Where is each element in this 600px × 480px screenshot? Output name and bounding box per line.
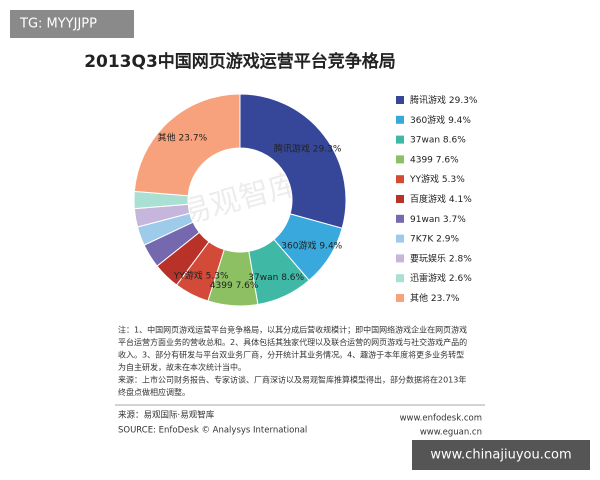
legend-value: 29.3%	[449, 96, 478, 106]
note-line: 为自主研发，故未在本次统计当中。	[118, 362, 246, 372]
data-label-value: 8.6%	[281, 272, 304, 282]
legend-swatch	[396, 155, 404, 164]
data-label: 其他 23.7%	[158, 131, 208, 143]
legend-value: 3.7%	[443, 214, 466, 224]
legend-label: 要玩娱乐 2.8%	[410, 252, 472, 264]
legend-name: 4399	[410, 155, 433, 165]
legend-value: 2.6%	[449, 274, 472, 284]
legend-swatch	[396, 195, 404, 203]
legend-label: 迅雷游戏 2.6%	[410, 272, 472, 284]
legend-label: 91wan 3.7%	[410, 214, 466, 224]
data-label: YY游戏 5.3%	[173, 269, 229, 281]
legend-name: 37wan	[410, 135, 440, 145]
legend-label: 360游戏 9.4%	[410, 113, 471, 125]
data-label: 4399 7.6%	[210, 280, 259, 290]
legend-name: YY游戏	[409, 173, 439, 185]
overlay-tag: TG: MYYJJPP	[19, 17, 97, 32]
legend-name: 腾讯游戏	[410, 94, 446, 106]
legend-swatch	[396, 234, 404, 243]
legend-value: 4.1%	[449, 195, 472, 205]
legend-label: 百度游戏 4.1%	[410, 193, 472, 205]
data-label: 腾讯游戏 29.3%	[274, 142, 342, 154]
legend-swatch	[396, 294, 404, 302]
data-label-name: 37wan	[248, 272, 278, 282]
note-line: 收入。3、部分有研发与平台双业务厂商，分开统计其业务情况。4、趣游于本年度将更多…	[118, 350, 464, 360]
note-line: 来源：上市公司财务报告、专家访谈、厂商深访以及易观智库推算模型得出，部分数据将在…	[118, 375, 466, 385]
legend-value: 2.9%	[436, 234, 459, 244]
legend-name: 要玩娱乐	[410, 252, 446, 264]
legend-value: 2.8%	[449, 254, 472, 264]
overlay-site-box	[412, 440, 590, 470]
data-label-name: 360游戏	[281, 239, 316, 251]
legend-swatch	[396, 274, 404, 283]
data-label-value: 7.6%	[236, 280, 259, 290]
source-cn: 来源：易观国际·易观智库	[118, 410, 215, 421]
data-label-name: 其他	[158, 131, 176, 143]
legend-swatch	[396, 214, 404, 223]
legend-label: 腾讯游戏 29.3%	[410, 94, 478, 106]
source-en: SOURCE: EnfoDesk © Analysys Internationa…	[118, 426, 307, 436]
data-label-value: 5.3%	[206, 271, 229, 281]
website: www.enfodesk.com	[400, 414, 482, 424]
donut-segment	[133, 93, 241, 197]
legend-label: 37wan 8.6%	[410, 135, 466, 145]
legend-value: 7.6%	[436, 155, 459, 165]
overlay-site: www.chinajiuyou.com	[430, 448, 571, 463]
data-label-value: 23.7%	[179, 133, 208, 143]
legend-name: 百度游戏	[410, 193, 446, 205]
data-label-value: 9.4%	[319, 241, 342, 251]
chart-title: 2013Q3中国网页游戏运营平台竞争格局	[84, 51, 396, 72]
note-line: 注：1、中国网页游戏运营平台竞争格局，以其分成后营收规模计；即中国网络游戏企业在…	[118, 325, 467, 335]
data-label: 360游戏 9.4%	[281, 239, 342, 251]
legend-label: 其他 23.7%	[410, 292, 460, 304]
legend-label: YY游戏 5.3%	[409, 173, 465, 185]
note-line: 终盘点做相应调整。	[118, 387, 190, 397]
legend-value: 9.4%	[448, 115, 471, 125]
note-line: 平台运营方面业务的营收总和。2、具体包括其独家代理以及联合运营的网页游戏与社交游…	[118, 337, 467, 347]
legend-label: 4399 7.6%	[410, 155, 459, 165]
legend-value: 23.7%	[431, 294, 460, 304]
legend-label: 7K7K 2.9%	[410, 234, 459, 244]
data-label-name: YY游戏	[173, 269, 203, 281]
website: www.eguan.cn	[420, 428, 482, 438]
legend-value: 5.3%	[442, 175, 465, 185]
legend-name: 91wan	[410, 214, 440, 224]
legend-swatch	[396, 175, 404, 184]
legend-value: 8.6%	[443, 135, 466, 145]
data-label-name: 腾讯游戏	[274, 142, 310, 154]
data-label-value: 29.3%	[313, 144, 342, 154]
legend-swatch	[396, 115, 404, 124]
data-label-name: 4399	[210, 280, 233, 290]
legend-name: 其他	[410, 292, 428, 304]
legend-name: 360游戏	[410, 113, 445, 125]
overlay-tag-box	[10, 10, 134, 38]
data-label: 37wan 8.6%	[248, 272, 304, 282]
legend-name: 迅雷游戏	[410, 272, 446, 284]
legend-swatch	[396, 254, 404, 263]
legend-swatch	[396, 96, 404, 104]
donut-segment	[239, 93, 347, 229]
legend-name: 7K7K	[410, 234, 434, 244]
legend-swatch	[396, 135, 404, 144]
